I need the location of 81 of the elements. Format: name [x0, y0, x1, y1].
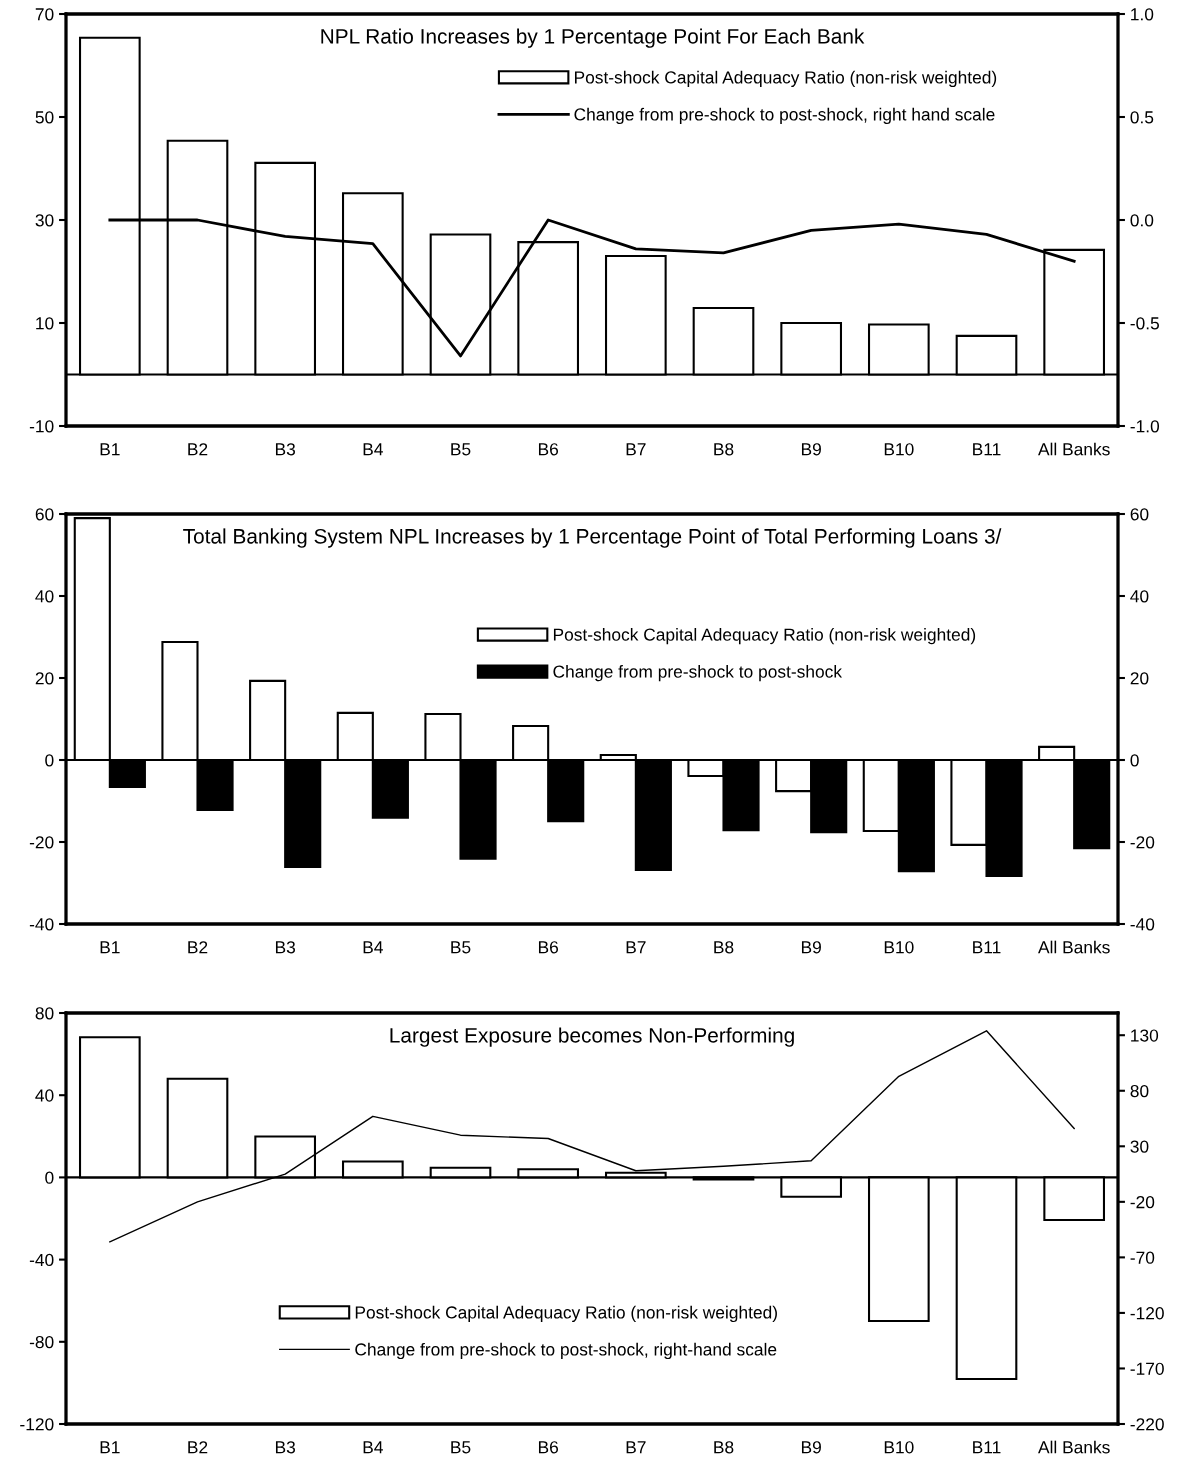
- x-tick-label: B8: [714, 1441, 734, 1454]
- y2-tick-label: -70: [1130, 1251, 1155, 1264]
- x-tick-label: B6: [538, 941, 559, 954]
- x-tick-label: B10: [884, 941, 914, 954]
- x-tick-label: B4: [363, 1441, 383, 1454]
- x-tick-label: B2: [188, 1441, 208, 1454]
- y-tick-label: 80: [35, 1007, 54, 1020]
- y-tick-label: -120: [20, 1418, 54, 1431]
- legend-label: Change from pre-shock to post-shock: [553, 665, 843, 682]
- y2-tick-label: 0.5: [1130, 111, 1154, 124]
- y2-tick-label: -170: [1130, 1362, 1164, 1375]
- x-tick-label: B10: [884, 443, 914, 456]
- x-tick-label: B11: [973, 443, 1001, 456]
- x-tick-label: B6: [538, 1441, 559, 1454]
- text: Total Banking System NPL Increases by 1 Percentage Point of Total Performing Loans 3/: [183, 528, 1002, 548]
- y2-tick-label: -0.5: [1130, 317, 1159, 330]
- x-tick-label: B5: [451, 941, 471, 954]
- y2-tick-label: -120: [1130, 1307, 1164, 1320]
- x-tick-label: B9: [801, 941, 821, 954]
- y-tick-label: 40: [35, 1089, 54, 1102]
- y-tick-label: 60: [35, 508, 54, 521]
- x-tick-label: All Banks: [1038, 1440, 1110, 1454]
- y-tick-label: -80: [29, 1335, 54, 1349]
- y2-tick-label: 0: [1130, 754, 1139, 767]
- x-tick-label: B10: [884, 1441, 914, 1454]
- x-tick-label: B4: [363, 443, 383, 456]
- legend-label: Post-shock Capital Adequacy Ratio (non-risk weighted): [574, 70, 997, 88]
- y-tick-label: -40: [29, 918, 54, 931]
- y2-tick-label: 40: [1130, 590, 1149, 603]
- y2-tick-label: -220: [1130, 1418, 1164, 1431]
- y2-tick-label: -20: [1130, 836, 1155, 849]
- x-tick-label: B7: [626, 941, 646, 954]
- x-tick-label: B9: [801, 1441, 821, 1454]
- y-tick-label: -40: [29, 1253, 54, 1267]
- y2-tick-label: 20: [1130, 672, 1149, 685]
- y-tick-label: 40: [35, 590, 54, 603]
- y2-tick-label: 80: [1130, 1084, 1149, 1098]
- x-tick-label: B1: [100, 941, 120, 954]
- x-tick-label: B3: [275, 941, 296, 954]
- x-tick-label: B1: [100, 443, 120, 456]
- y2-tick-label: 30: [1130, 1140, 1149, 1153]
- y-tick-label: -10: [29, 420, 54, 433]
- x-tick-label: All Banks: [1038, 940, 1110, 954]
- x-tick-label: B9: [801, 443, 821, 456]
- x-tick-label: B2: [188, 941, 208, 954]
- legend-label: Change from pre-shock to post-shock, right hand scale: [574, 107, 995, 125]
- x-tick-label: B3: [275, 1441, 296, 1454]
- x-tick-label: B3: [275, 443, 296, 456]
- y-tick-label: 20: [35, 672, 54, 685]
- y2-tick-label: 130: [1131, 1029, 1159, 1042]
- y-tick-label: 50: [35, 111, 54, 124]
- y-tick-label: 70: [35, 8, 54, 21]
- y-tick-label: 10: [36, 317, 54, 330]
- x-tick-label: B11: [973, 941, 1001, 954]
- y2-tick-label: -1.0: [1130, 420, 1160, 433]
- y2-tick-label: 60: [1130, 508, 1149, 521]
- y-tick-label: 0: [45, 1171, 54, 1184]
- x-tick-label: B5: [451, 1441, 471, 1454]
- legend-label: Post-shock Capital Adequacy Ratio (non-risk weighted): [355, 1305, 777, 1323]
- y-tick-label: -20: [29, 836, 54, 849]
- x-tick-label: B1: [100, 1441, 120, 1454]
- x-tick-label: B5: [451, 443, 471, 456]
- x-tick-label: B8: [714, 941, 734, 954]
- text: Largest Exposure becomes Non-Performing: [390, 1027, 794, 1047]
- x-tick-label: B2: [188, 443, 208, 456]
- text: NPL Ratio Increases by 1 Percentage Point For Each Bank: [321, 28, 865, 48]
- y-tick-label: 0: [45, 754, 54, 767]
- x-tick-label: B8: [714, 443, 734, 456]
- y2-tick-label: -40: [1130, 918, 1155, 931]
- legend-label: Change from pre-shock to post-shock, right-hand scale: [355, 1342, 777, 1360]
- legend-label: Post-shock Capital Adequacy Ratio (non-risk weighted): [553, 628, 976, 645]
- x-tick-label: B7: [626, 1441, 646, 1454]
- x-tick-label: B6: [538, 443, 559, 456]
- x-tick-label: B11: [973, 1441, 1001, 1454]
- y2-tick-label: -20: [1130, 1196, 1155, 1209]
- x-tick-label: B7: [626, 443, 646, 456]
- y-tick-label: 30: [35, 214, 54, 227]
- x-tick-label: All Banks: [1038, 442, 1110, 456]
- x-tick-label: B4: [363, 941, 383, 954]
- y2-tick-label: 1.0: [1131, 8, 1154, 21]
- y2-tick-label: 0.0: [1130, 214, 1154, 227]
